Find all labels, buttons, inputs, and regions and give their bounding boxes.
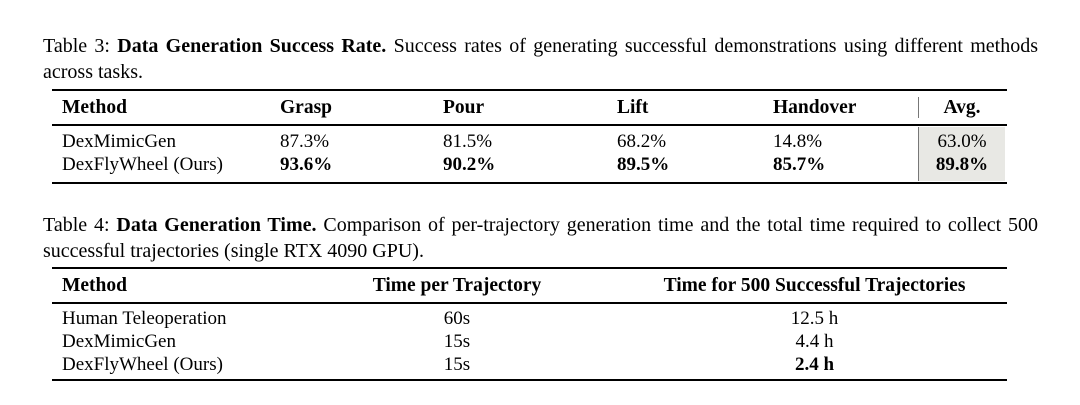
cell-method: DexFlyWheel (Ours)	[62, 153, 223, 175]
table3-header-grasp: Grasp	[280, 96, 333, 118]
cell-pour: 81.5%	[443, 130, 493, 152]
avg-column-highlight	[918, 127, 1005, 181]
table4-header-timeper: Time per Trajectory	[372, 274, 542, 296]
table3-header-avg: Avg.	[943, 96, 981, 118]
cell-timeper: 15s	[443, 330, 471, 352]
cell-pour: 90.2%	[443, 153, 496, 175]
cell-grasp: 93.6%	[280, 153, 333, 175]
cell-lift: 68.2%	[617, 130, 667, 152]
table4-bottom-rule	[52, 379, 1007, 381]
cell-avg: 89.8%	[935, 153, 989, 175]
cell-timeper: 15s	[443, 353, 471, 375]
table4-top-rule	[52, 267, 1007, 269]
cell-handover: 14.8%	[773, 130, 823, 152]
table4-header-row: Method Time per Trajectory Time for 500 …	[52, 269, 1007, 302]
cell-method: Human Teleoperation	[62, 307, 227, 329]
table-row: DexFlyWheel (Ours) 15s 2.4 h	[52, 353, 1007, 376]
table3-caption-label: Table 3:	[43, 35, 110, 57]
cell-timeper: 60s	[443, 307, 471, 329]
table3-mid-rule	[52, 124, 1007, 126]
table4-caption-label: Table 4:	[43, 214, 110, 236]
cell-lift: 89.5%	[617, 153, 670, 175]
cell-method: DexFlyWheel (Ours)	[62, 353, 223, 375]
table3-header-method: Method	[62, 96, 127, 118]
table3-caption-title: Data Generation Success Rate.	[117, 35, 387, 57]
table3-header-handover: Handover	[773, 96, 857, 118]
table-row: DexMimicGen 15s 4.4 h	[52, 330, 1007, 353]
table4-body: Human Teleoperation 60s 12.5 h DexMimicG…	[52, 304, 1007, 379]
table4-mid-rule	[52, 302, 1007, 304]
cell-method: DexMimicGen	[62, 130, 176, 152]
table3-body: DexMimicGen 87.3% 81.5% 68.2% 14.8% 63.0…	[52, 126, 1007, 182]
cell-handover: 85.7%	[773, 153, 826, 175]
avg-column-separator	[918, 97, 919, 118]
table4-header-time500: Time for 500 Successful Trajectories	[663, 274, 966, 296]
table4-header-method: Method	[62, 274, 127, 296]
table4-caption: Table 4: Data Generation Time. Compariso…	[43, 212, 1038, 264]
cell-time500: 4.4 h	[795, 330, 834, 352]
table-row: DexFlyWheel (Ours) 93.6% 90.2% 89.5% 85.…	[52, 153, 1007, 176]
cell-grasp: 87.3%	[280, 130, 330, 152]
table3-header-lift: Lift	[617, 96, 649, 118]
table3-top-rule	[52, 89, 1007, 91]
table-row: Human Teleoperation 60s 12.5 h	[52, 307, 1007, 330]
table3-header-pour: Pour	[443, 96, 485, 118]
table3-header-row: Method Grasp Pour Lift Handover Avg.	[52, 91, 1007, 124]
cell-avg: 63.0%	[937, 130, 987, 152]
table4-caption-title: Data Generation Time.	[116, 214, 317, 236]
table3-caption: Table 3: Data Generation Success Rate. S…	[43, 33, 1038, 85]
table4: Method Time per Trajectory Time for 500 …	[52, 267, 1007, 381]
cell-time500: 2.4 h	[794, 353, 835, 375]
cell-method: DexMimicGen	[62, 330, 176, 352]
table3: Method Grasp Pour Lift Handover Avg. Dex…	[52, 89, 1007, 184]
cell-time500: 12.5 h	[790, 307, 839, 329]
table3-caption-text: Success rates of generating successful d…	[43, 35, 1039, 83]
table-row: DexMimicGen 87.3% 81.5% 68.2% 14.8% 63.0…	[52, 130, 1007, 153]
table4-caption-text: Comparison of per-trajectory generation …	[43, 214, 1039, 262]
table3-bottom-rule	[52, 182, 1007, 184]
